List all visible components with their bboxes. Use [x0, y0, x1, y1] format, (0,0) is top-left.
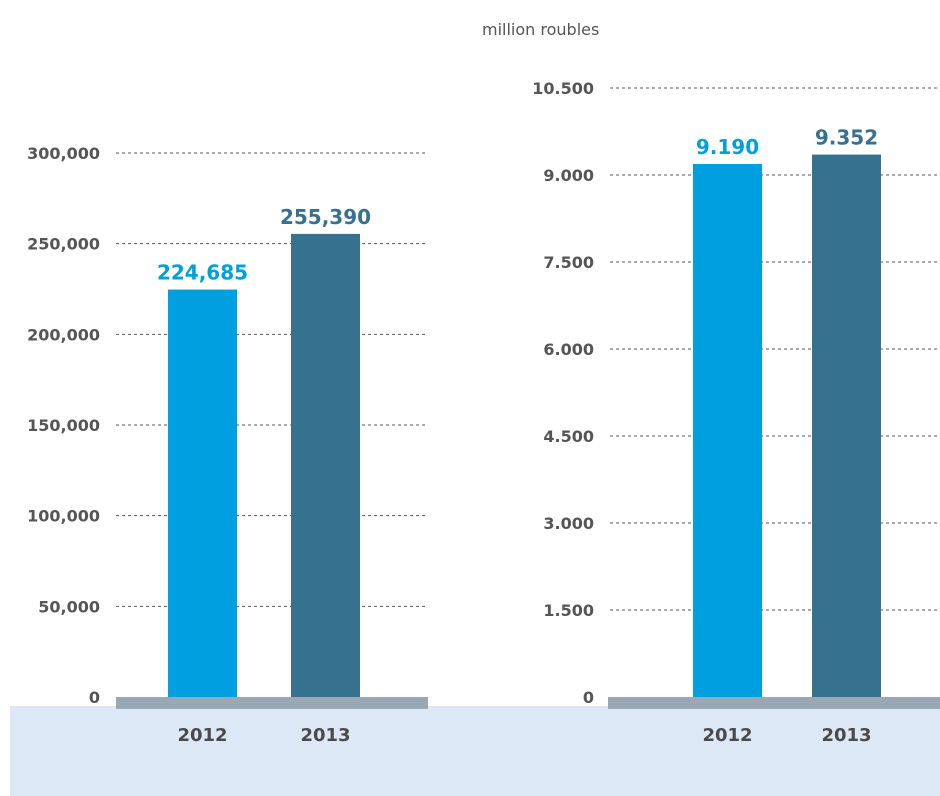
- y-tick-label: 6.000: [543, 340, 594, 359]
- value-label: 255,390: [280, 205, 371, 229]
- x-category-label: 2013: [300, 725, 350, 746]
- value-label: 224,685: [157, 261, 248, 285]
- y-tick-label: 150,000: [27, 416, 100, 435]
- bar-2013: [291, 233, 360, 697]
- footer-band: [10, 706, 940, 796]
- baseline: [116, 697, 428, 709]
- y-tick-label: 4.500: [543, 427, 594, 446]
- y-tick-label: 9.000: [543, 166, 594, 185]
- chart-left: 0 50,000 100,000 150,000 200,000 250,000 300,0…: [27, 144, 428, 746]
- x-category-label: 2012: [177, 725, 227, 746]
- y-tick-label: 7.500: [543, 253, 594, 272]
- y-tick-label: 1.500: [543, 601, 594, 620]
- y-tick-label: 10.500: [532, 79, 594, 98]
- chart-right: 0 1.500 3.000 4.500 6.000 7.500 9.000 10.500 9.1…: [532, 79, 940, 746]
- baseline: [608, 697, 940, 709]
- y-tick-label: 200,000: [27, 325, 100, 344]
- bar-2013: [812, 154, 881, 698]
- unit-label: million roubles: [482, 20, 600, 39]
- bar-2012: [693, 163, 762, 698]
- y-tick-label: 0: [89, 688, 100, 707]
- x-category-label: 2012: [702, 725, 752, 746]
- x-category-label: 2013: [821, 725, 871, 746]
- y-tick-label: 100,000: [27, 507, 100, 526]
- y-tick-label: 3.000: [543, 514, 594, 533]
- y-tick-label: 50,000: [38, 597, 100, 616]
- y-tick-label: 300,000: [27, 144, 100, 163]
- y-tick-label: 0: [583, 688, 594, 707]
- value-label: 9.190: [696, 135, 759, 159]
- y-tick-label: 250,000: [27, 235, 100, 254]
- bar-2012: [168, 289, 237, 697]
- value-label: 9.352: [815, 126, 878, 150]
